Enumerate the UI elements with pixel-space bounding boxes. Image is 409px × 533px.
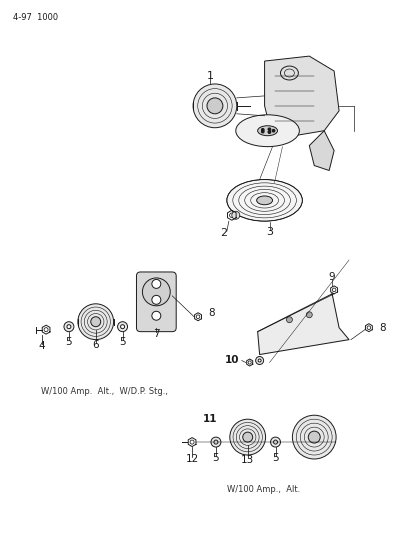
Circle shape bbox=[64, 322, 74, 332]
Text: 5: 5 bbox=[119, 337, 126, 346]
Circle shape bbox=[117, 322, 127, 332]
Circle shape bbox=[229, 419, 265, 455]
Text: 7: 7 bbox=[153, 329, 159, 338]
Circle shape bbox=[273, 440, 277, 444]
Text: 8: 8 bbox=[378, 322, 384, 333]
Circle shape bbox=[213, 440, 217, 444]
Circle shape bbox=[261, 128, 263, 131]
Text: 6: 6 bbox=[92, 340, 99, 350]
Text: 11: 11 bbox=[202, 414, 217, 424]
Circle shape bbox=[292, 415, 335, 459]
Circle shape bbox=[255, 357, 263, 365]
Circle shape bbox=[151, 311, 160, 320]
Text: 4-97  1000: 4-97 1000 bbox=[13, 13, 58, 22]
Circle shape bbox=[90, 317, 101, 327]
Text: 8: 8 bbox=[207, 308, 214, 318]
Text: W/100 Amp.,  Alt.: W/100 Amp., Alt. bbox=[227, 485, 299, 494]
Circle shape bbox=[242, 432, 252, 442]
Polygon shape bbox=[257, 294, 348, 354]
Circle shape bbox=[151, 279, 160, 288]
Text: 5: 5 bbox=[65, 337, 72, 346]
Circle shape bbox=[231, 211, 239, 219]
Ellipse shape bbox=[280, 66, 298, 80]
Text: 4: 4 bbox=[39, 341, 45, 351]
Circle shape bbox=[193, 84, 236, 128]
Circle shape bbox=[120, 325, 124, 329]
Text: W/100 Amp.  Alt.,  W/D.P. Stg.,: W/100 Amp. Alt., W/D.P. Stg., bbox=[41, 387, 168, 397]
Text: 12: 12 bbox=[185, 454, 198, 464]
Circle shape bbox=[151, 295, 160, 304]
Polygon shape bbox=[264, 56, 338, 136]
Circle shape bbox=[78, 304, 113, 340]
Text: 2: 2 bbox=[220, 228, 227, 238]
Polygon shape bbox=[308, 131, 333, 171]
Circle shape bbox=[270, 437, 280, 447]
Circle shape bbox=[267, 131, 270, 133]
Ellipse shape bbox=[256, 196, 272, 205]
Circle shape bbox=[211, 437, 220, 447]
Circle shape bbox=[272, 130, 274, 132]
Circle shape bbox=[142, 278, 170, 306]
Circle shape bbox=[261, 131, 263, 133]
Text: 5: 5 bbox=[212, 453, 219, 463]
Text: 1: 1 bbox=[206, 71, 213, 81]
Text: 9: 9 bbox=[328, 272, 335, 282]
Circle shape bbox=[267, 128, 270, 131]
Circle shape bbox=[286, 317, 292, 322]
Text: 10: 10 bbox=[225, 354, 239, 365]
Text: 5: 5 bbox=[272, 453, 278, 463]
Circle shape bbox=[308, 431, 319, 443]
Circle shape bbox=[207, 98, 222, 114]
FancyBboxPatch shape bbox=[136, 272, 176, 332]
Ellipse shape bbox=[235, 115, 299, 147]
Ellipse shape bbox=[226, 180, 301, 221]
Circle shape bbox=[258, 359, 261, 362]
Text: 3: 3 bbox=[265, 227, 272, 237]
Circle shape bbox=[67, 325, 71, 329]
Ellipse shape bbox=[257, 126, 277, 136]
Circle shape bbox=[306, 312, 312, 318]
Text: 13: 13 bbox=[240, 455, 254, 465]
